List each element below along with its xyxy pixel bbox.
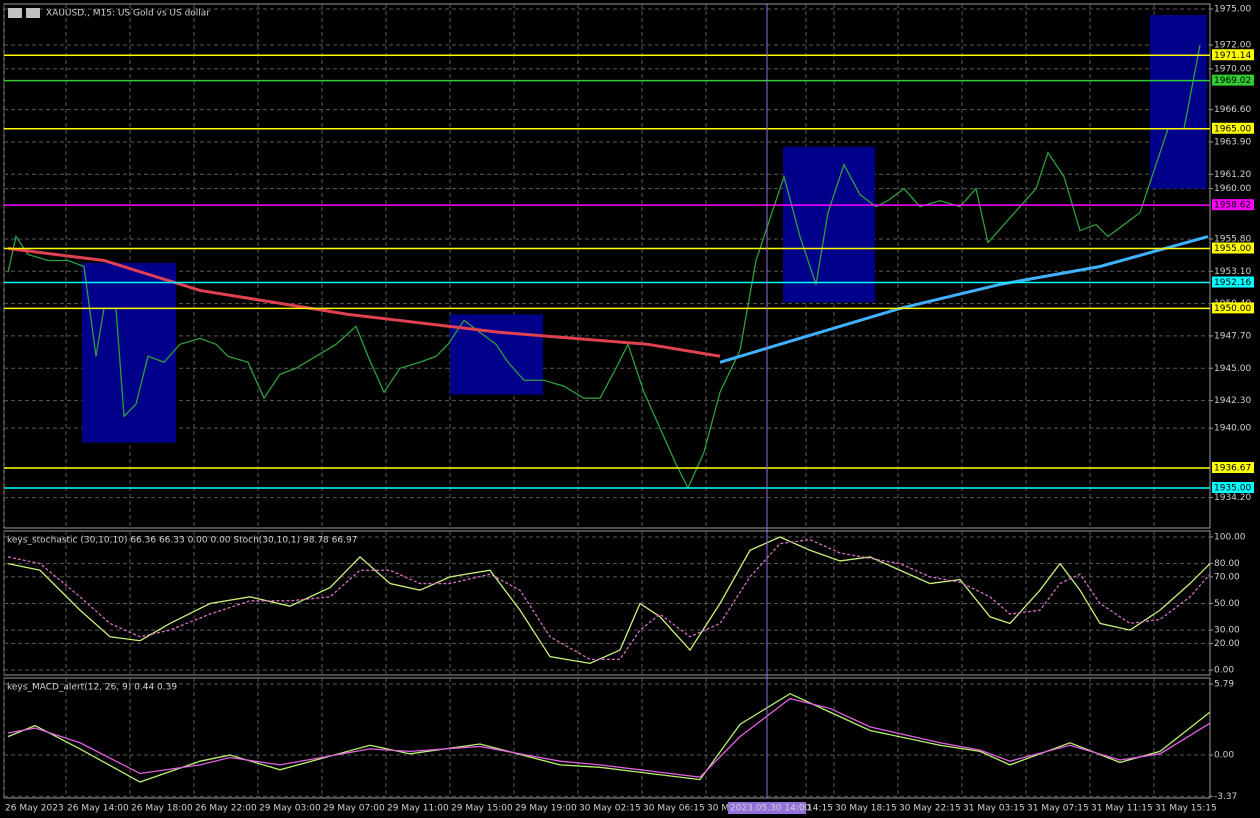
y-tick-label: 1940.00: [1214, 424, 1251, 434]
x-tick-label: 26 May 2023: [5, 804, 64, 814]
zone-box: [1150, 15, 1207, 189]
zone-box: [450, 314, 543, 395]
level-label: 1950.00: [1214, 304, 1251, 314]
series-line: [7, 536, 1211, 665]
y-tick-label: 1942.30: [1214, 396, 1251, 406]
crosshair-label-bg: [728, 802, 806, 814]
series-line: [7, 692, 1211, 783]
series-line: [7, 247, 721, 358]
zone-box: [783, 146, 875, 303]
symbol-icon: [26, 8, 40, 18]
level-label-bg: [1212, 122, 1254, 134]
x-tick-label: 26 May 18:00: [131, 804, 193, 814]
level-label-bg: [1212, 49, 1254, 61]
x-tick-label: 31 May 07:15: [1027, 804, 1089, 814]
level-label-bg: [1212, 482, 1254, 494]
x-tick-label: 29 May 19:00: [515, 804, 577, 814]
y-tick-label: 100.00: [1214, 532, 1246, 542]
y-tick-label: 0.00: [1214, 665, 1234, 675]
y-tick-label: 1961.20: [1214, 170, 1251, 180]
x-tick-label: 29 May 03:00: [259, 804, 321, 814]
y-tick-label: 50.00: [1214, 599, 1240, 609]
x-tick-label: 29 May 07:00: [323, 804, 385, 814]
y-tick-label: 70.00: [1214, 572, 1240, 582]
y-tick-label: 20.00: [1214, 639, 1240, 649]
zone-box: [82, 262, 176, 443]
x-tick-label: 30 May 18:15: [835, 804, 897, 814]
series-line: [719, 235, 1209, 364]
y-tick-label: 1955.80: [1214, 234, 1251, 244]
chart-title: XAUUSD., M15: US Gold vs US dollar: [46, 9, 210, 19]
x-tick-label: 26 May 14:00: [67, 804, 129, 814]
x-tick-label: 26 May 22:00: [195, 804, 257, 814]
level-label-bg: [1212, 242, 1254, 254]
x-tick-label: 31 May 11:15: [1091, 804, 1153, 814]
y-tick-label: 30.00: [1214, 626, 1240, 636]
level-label: 1969.02: [1214, 76, 1251, 86]
y-tick-label: 1953.10: [1214, 267, 1251, 277]
x-tick-label: 29 May 15:00: [451, 804, 513, 814]
level-label: 1936.67: [1214, 464, 1251, 474]
level-label: 1935.00: [1214, 484, 1251, 494]
x-tick-label: 14:15: [807, 804, 833, 814]
indicator-title: keys_MACD_alert(12, 26, 9) 0.44 0.39: [7, 683, 177, 693]
level-label-bg: [1212, 276, 1254, 288]
y-tick-label: 1963.90: [1214, 137, 1251, 147]
crosshair-label: 2023.05.30 14:00: [730, 804, 811, 814]
level-label: 1955.00: [1214, 244, 1251, 254]
level-label-bg: [1212, 74, 1254, 86]
x-tick-label: 30 May 02:15: [579, 804, 641, 814]
level-label: 1958.62: [1214, 201, 1251, 211]
x-tick-label: 30 M: [707, 804, 729, 814]
x-tick-label: 30 May 06:15: [643, 804, 705, 814]
y-tick-label: 1934.20: [1214, 493, 1251, 503]
level-label-bg: [1212, 462, 1254, 474]
x-tick-label: 31 May 03:15: [963, 804, 1025, 814]
y-tick-label: 1975.00: [1214, 5, 1251, 15]
y-tick-label: 0.00: [1214, 751, 1234, 761]
series-line: [7, 697, 1211, 778]
y-tick-label: 5.79: [1214, 680, 1234, 690]
y-tick-label: 1960.00: [1214, 184, 1251, 194]
x-tick-label: 31 May 15:15: [1155, 804, 1217, 814]
series-line: [7, 44, 1201, 490]
level-label-bg: [1212, 199, 1254, 211]
y-tick-label: -3.37: [1214, 792, 1237, 802]
x-tick-label: 29 May 11:00: [387, 804, 449, 814]
x-tick-label: 30 May 22:15: [899, 804, 961, 814]
indicator-title: keys_stochastic (30,10,10) 66.36 66.33 0…: [7, 536, 357, 546]
level-label: 1971.14: [1214, 51, 1251, 61]
y-tick-label: 1972.00: [1214, 40, 1251, 50]
level-label-bg: [1212, 302, 1254, 314]
y-tick-label: 1945.00: [1214, 364, 1251, 374]
y-tick-label: 1970.00: [1214, 64, 1251, 74]
y-tick-label: 1966.60: [1214, 105, 1251, 115]
symbol-icon: [8, 8, 22, 18]
level-label: 1952.16: [1214, 278, 1251, 288]
level-label: 1965.00: [1214, 124, 1251, 134]
y-tick-label: 1947.70: [1214, 331, 1251, 341]
y-tick-label: 80.00: [1214, 559, 1240, 569]
